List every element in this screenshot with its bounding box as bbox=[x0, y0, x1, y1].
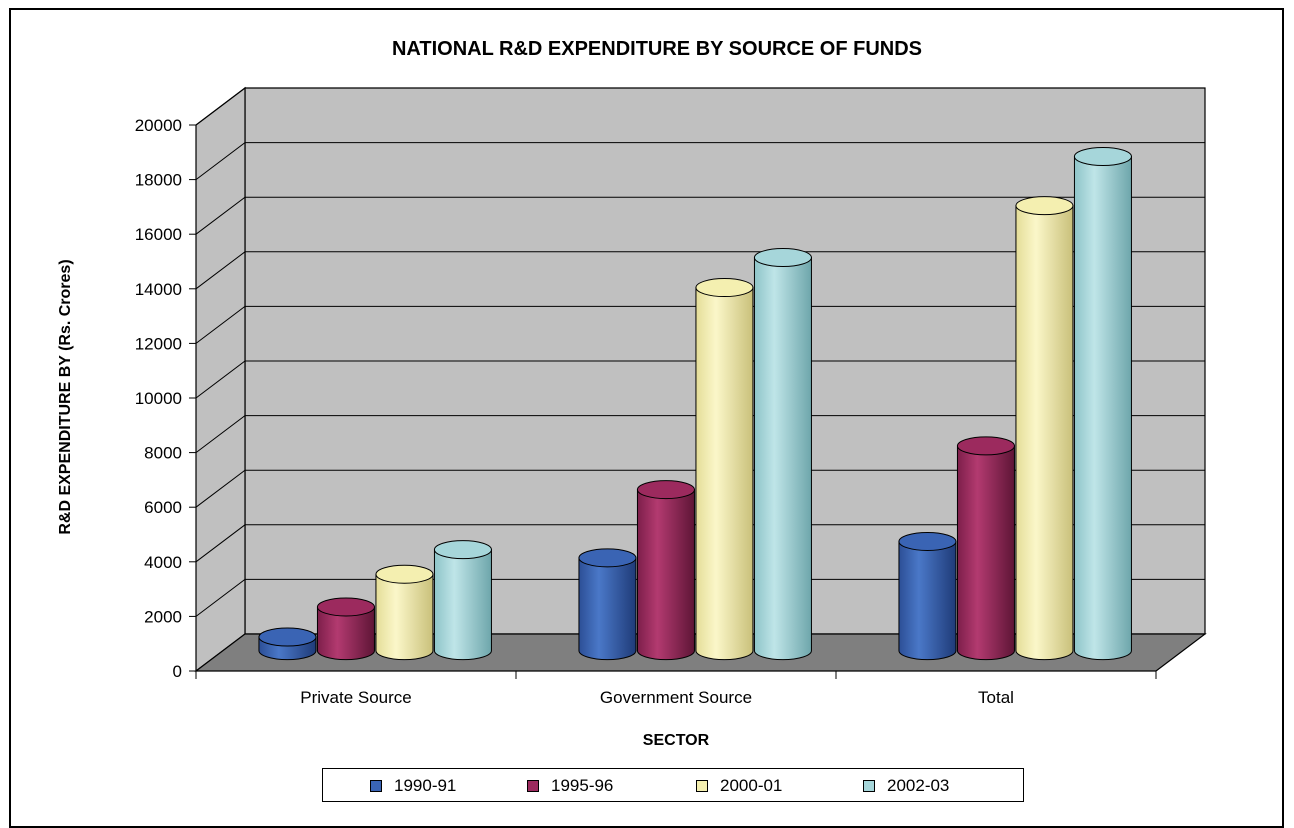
legend: 1990-91 1995-96 2000-01 2002-03 bbox=[322, 768, 1024, 802]
y-axis-ticks: 0 2000 4000 6000 8000 10000 12000 14000 16000 180… bbox=[135, 116, 197, 681]
legend-label: 2000-01 bbox=[720, 776, 783, 795]
bar bbox=[695, 278, 754, 661]
gridline bbox=[195, 360, 1205, 399]
legend-swatch bbox=[370, 780, 382, 792]
y-tick-label: 4000 bbox=[144, 553, 182, 572]
gridline bbox=[195, 142, 1205, 180]
legend-item-1990-91: 1990-91 bbox=[370, 776, 456, 796]
gridlines bbox=[195, 87, 1205, 617]
y-tick-label: 0 bbox=[173, 662, 182, 681]
x-tick-label: Government Source bbox=[600, 688, 752, 707]
x-tick-label: Total bbox=[978, 688, 1014, 707]
gridline bbox=[195, 87, 1205, 126]
bar bbox=[1015, 196, 1074, 661]
gridline bbox=[195, 415, 1205, 453]
bar bbox=[375, 564, 434, 661]
legend-item-2000-01: 2000-01 bbox=[696, 776, 782, 796]
bar bbox=[1073, 147, 1132, 661]
y-tick-label: 18000 bbox=[135, 171, 182, 190]
gridline bbox=[195, 578, 1205, 617]
x-tick-label: Private Source bbox=[300, 688, 412, 707]
gridline bbox=[195, 469, 1205, 508]
bar bbox=[636, 480, 695, 661]
legend-item-1995-96: 1995-96 bbox=[527, 776, 613, 796]
legend-swatch bbox=[696, 780, 708, 792]
y-tick-label: 8000 bbox=[144, 444, 182, 463]
legend-label: 2002-03 bbox=[887, 776, 950, 795]
gridline bbox=[195, 251, 1205, 290]
bar bbox=[898, 531, 957, 661]
gridline bbox=[195, 305, 1205, 344]
y-tick-label: 12000 bbox=[135, 334, 182, 353]
chart-title: NATIONAL R&D EXPENDITURE BY SOURCE OF FU… bbox=[392, 38, 922, 60]
y-tick-label: 14000 bbox=[135, 280, 182, 299]
bar bbox=[956, 436, 1015, 661]
bar bbox=[753, 248, 812, 661]
y-tick-label: 10000 bbox=[135, 389, 182, 408]
bar bbox=[258, 627, 317, 661]
y-tick-label: 20000 bbox=[135, 116, 182, 135]
y-tick-label: 6000 bbox=[144, 498, 182, 517]
legend-label: 1995-96 bbox=[551, 776, 614, 795]
legend-item-2002-03: 2002-03 bbox=[863, 776, 949, 796]
bar bbox=[316, 597, 375, 661]
y-axis-label: R&D EXPENDITURE BY (Rs. Crores) bbox=[57, 259, 74, 534]
legend-swatch bbox=[527, 780, 539, 792]
x-axis: Private Source Government Source Total bbox=[195, 670, 1157, 707]
x-axis-label: SECTOR bbox=[643, 732, 710, 749]
legend-swatch bbox=[863, 780, 875, 792]
gridline bbox=[195, 196, 1205, 235]
bars bbox=[258, 147, 1132, 661]
y-tick-label: 2000 bbox=[144, 607, 182, 626]
y-tick-label: 16000 bbox=[135, 225, 182, 244]
gridline bbox=[195, 524, 1205, 563]
bar bbox=[578, 548, 637, 661]
bar bbox=[433, 540, 492, 661]
legend-label: 1990-91 bbox=[394, 776, 457, 795]
